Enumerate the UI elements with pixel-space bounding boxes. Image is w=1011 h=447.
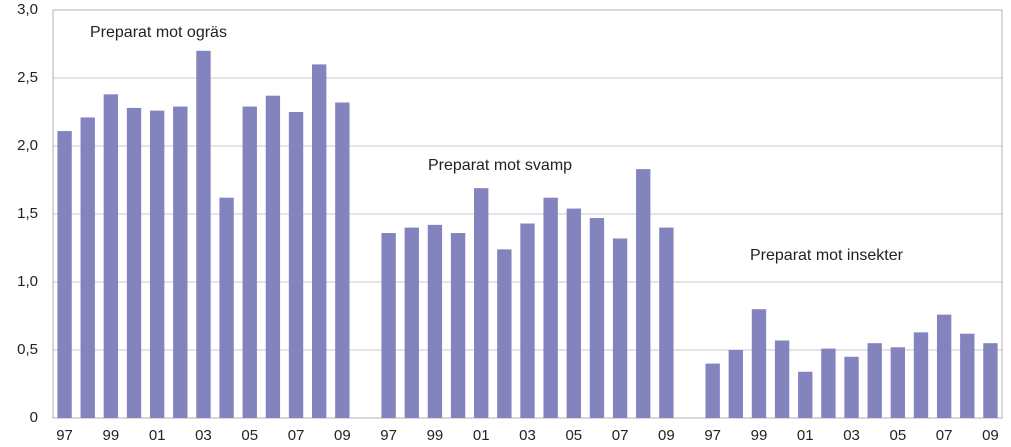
bar	[265, 95, 281, 419]
x-tick-label: 09	[334, 427, 351, 444]
x-tick-label: 05	[241, 427, 258, 444]
bar	[80, 117, 95, 418]
x-tick-label: 99	[103, 427, 120, 444]
bar	[890, 347, 906, 418]
bar	[196, 50, 211, 419]
bar	[173, 106, 188, 418]
bar	[543, 197, 558, 418]
x-tick-label: 07	[288, 427, 305, 444]
bar	[636, 169, 651, 418]
bar	[983, 343, 998, 418]
y-tick-label: 2,0	[17, 137, 38, 154]
annotation: Preparat mot insekter	[750, 247, 904, 264]
bar	[774, 340, 790, 418]
bar	[288, 112, 304, 418]
y-tick-label: 2,5	[17, 69, 38, 86]
bar	[589, 218, 605, 418]
x-tick-label: 99	[751, 427, 768, 444]
x-tick-label: 01	[797, 427, 814, 444]
bar	[566, 208, 581, 418]
bar	[612, 238, 628, 418]
bar	[335, 102, 350, 418]
x-tick-label: 97	[56, 427, 73, 444]
y-tick-label: 1,0	[17, 273, 38, 290]
bar	[520, 223, 535, 418]
annotation: Preparat mot svamp	[428, 157, 572, 174]
bar	[427, 224, 443, 418]
bar	[381, 233, 396, 418]
y-tick-label: 3,0	[17, 1, 38, 18]
x-tick-label: 97	[704, 427, 721, 444]
bar	[659, 227, 674, 418]
x-tick-label: 09	[982, 427, 999, 444]
x-tick-label: 01	[473, 427, 490, 444]
annotation: Preparat mot ogräs	[90, 24, 227, 41]
x-tick-label: 03	[843, 427, 860, 444]
x-tick-label: 09	[658, 427, 675, 444]
x-tick-label: 03	[519, 427, 536, 444]
bar	[242, 106, 257, 418]
bar	[57, 131, 72, 419]
bar	[821, 348, 836, 418]
x-tick-label: 01	[149, 427, 166, 444]
bar	[960, 333, 975, 418]
x-tick-label: 05	[889, 427, 906, 444]
bar	[844, 356, 859, 418]
bar	[705, 363, 720, 418]
bar	[936, 314, 952, 418]
y-tick-label: 0,5	[17, 341, 38, 358]
x-tick-label: 05	[565, 427, 582, 444]
bar	[219, 197, 234, 418]
bar	[728, 350, 743, 418]
bar	[497, 249, 512, 418]
bar	[798, 371, 813, 418]
bar	[913, 332, 929, 418]
x-tick-label: 99	[427, 427, 444, 444]
bar	[126, 107, 142, 419]
y-tick-label: 0	[30, 409, 38, 426]
bar	[312, 64, 327, 419]
bar	[751, 309, 767, 418]
x-tick-label: 07	[612, 427, 629, 444]
bar	[103, 94, 119, 418]
x-tick-label: 97	[380, 427, 397, 444]
bar	[867, 343, 882, 418]
bar	[474, 188, 489, 418]
bar	[450, 233, 466, 418]
x-tick-label: 07	[936, 427, 953, 444]
y-tick-label: 1,5	[17, 205, 38, 222]
bar	[149, 110, 165, 418]
x-tick-label: 03	[195, 427, 212, 444]
bar	[404, 227, 419, 418]
